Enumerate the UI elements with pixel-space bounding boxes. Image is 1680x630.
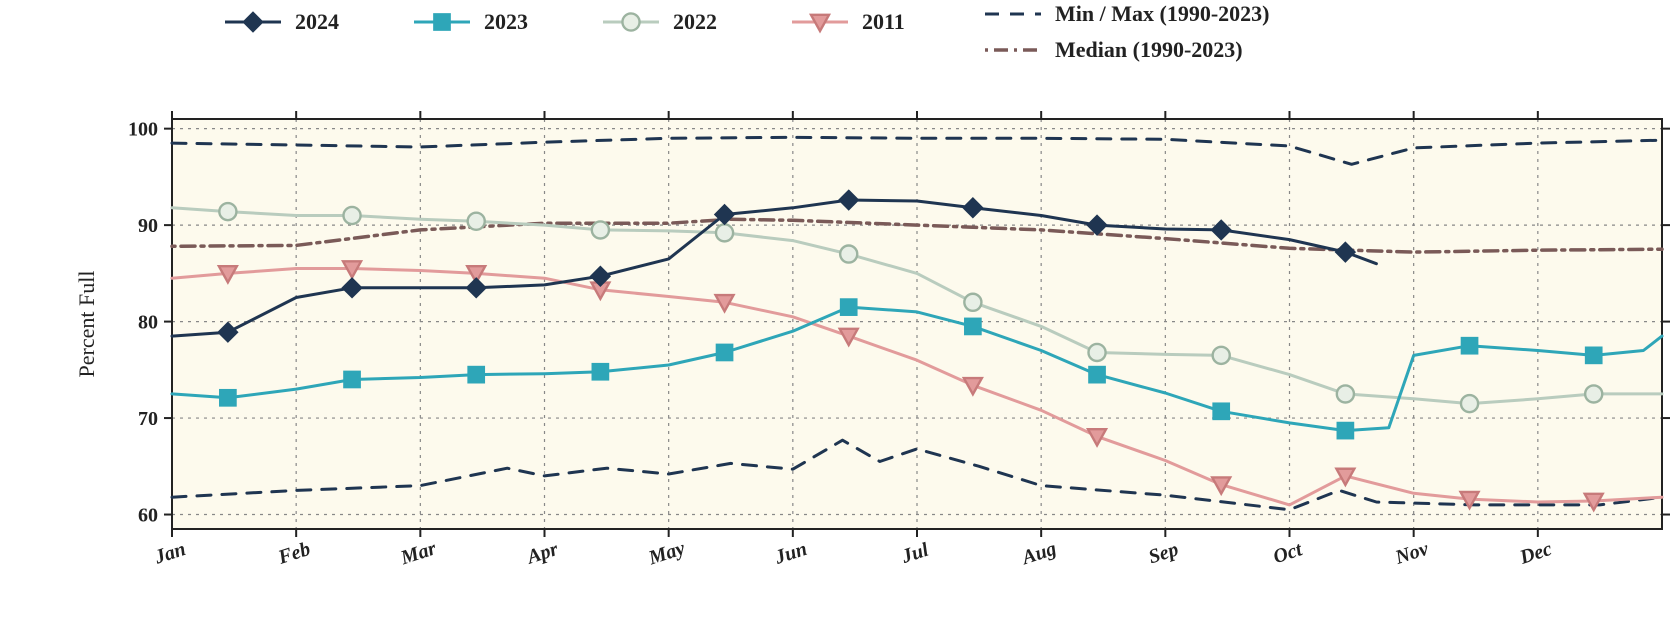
svg-text:Jan: Jan (151, 538, 188, 569)
legend-label-2011: 2011 (862, 9, 905, 35)
legend-label-2022: 2022 (673, 9, 717, 35)
legend-item-median: Median (1990-2023) (985, 36, 1243, 64)
svg-text:70: 70 (138, 408, 158, 430)
svg-text:80: 80 (138, 312, 158, 334)
legend-swatch-2022 (603, 8, 659, 36)
legend-label-median: Median (1990-2023) (1055, 37, 1243, 63)
chart-svg: 60 70 80 90 100 Jan Feb Mar Apr May Jun Jul Aug Sep Oc… (0, 0, 1680, 630)
svg-text:Sep: Sep (1146, 538, 1181, 568)
svg-text:Oct: Oct (1271, 538, 1307, 568)
legend-item-2024: 2024 (225, 8, 339, 36)
legend-item-2022: 2022 (603, 8, 717, 36)
svg-text:90: 90 (138, 215, 158, 237)
svg-text:Mar: Mar (397, 537, 439, 569)
legend-swatch-2024 (225, 8, 281, 36)
legend-item-minmax: Min / Max (1990-2023) (985, 0, 1269, 28)
svg-text:100: 100 (128, 119, 158, 141)
svg-text:Aug: Aug (1018, 538, 1059, 570)
svg-text:Nov: Nov (1392, 537, 1433, 569)
legend-swatch-median (985, 36, 1041, 64)
svg-text:Feb: Feb (275, 538, 313, 569)
legend-swatch-minmax (985, 0, 1041, 28)
svg-text:Jun: Jun (771, 538, 809, 569)
reservoir-level-chart: 60 70 80 90 100 Jan Feb Mar Apr May Jun Jul Aug Sep Oc… (0, 0, 1680, 630)
legend-item-2023: 2023 (414, 8, 528, 36)
svg-text:60: 60 (138, 505, 158, 527)
legend-label-minmax: Min / Max (1990-2023) (1055, 1, 1269, 27)
svg-text:May: May (645, 537, 688, 570)
svg-text:Jul: Jul (898, 539, 932, 569)
legend-label-2024: 2024 (295, 9, 339, 35)
legend-swatch-2011 (792, 8, 848, 36)
svg-text:Apr: Apr (523, 538, 562, 569)
legend-item-2011: 2011 (792, 8, 905, 36)
svg-text:Percent Full: Percent Full (74, 271, 99, 378)
legend-swatch-2023 (414, 8, 470, 36)
svg-text:Dec: Dec (1516, 538, 1554, 569)
legend-label-2023: 2023 (484, 9, 528, 35)
